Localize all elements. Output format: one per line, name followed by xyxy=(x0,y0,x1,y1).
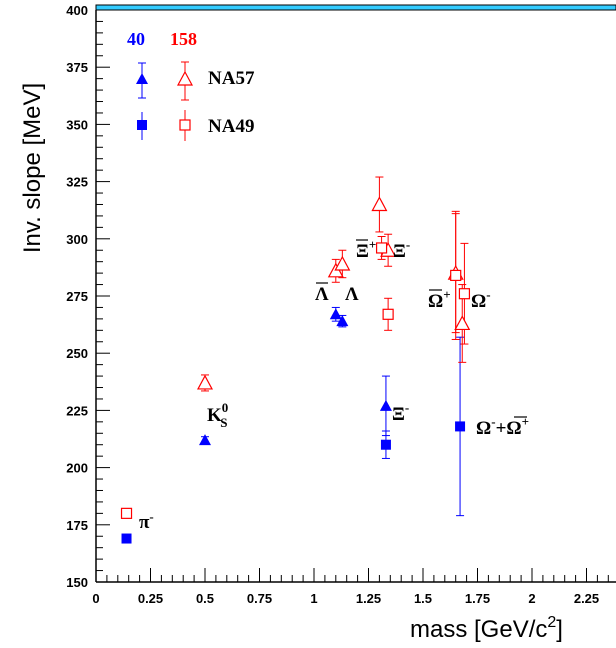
point-na49-158-pi- xyxy=(120,507,133,519)
x-tick-label: 1.75 xyxy=(465,591,490,606)
particle-annotations: π- K0 S Λ Λ Ξ+ Ξ- Ξ- Ω+ Ω- Ω-+Ω+ xyxy=(139,237,529,533)
legend-label-na57: NA57 xyxy=(208,68,255,89)
point-na57-40-lambda xyxy=(329,308,342,320)
point-na57-158-antilambda xyxy=(334,255,351,271)
y-tick-label: 400 xyxy=(66,3,88,18)
data-markers xyxy=(120,196,471,544)
point-na57-158-antiomega- xyxy=(454,315,471,331)
legend-label-na49: NA49 xyxy=(208,116,254,137)
point-na49-158-antixi- xyxy=(382,308,394,320)
y-tick-label: 325 xyxy=(66,175,88,190)
point-na49-40-xi- xyxy=(380,439,391,450)
point-na57-40-k0s xyxy=(199,434,211,446)
annot-antixi: Ξ+ xyxy=(356,237,376,262)
y-axis-title: Inv. slope [MeV] xyxy=(19,83,46,253)
x-tick-label: 0.25 xyxy=(138,591,163,606)
y-tick-label: 150 xyxy=(66,575,88,590)
error-bars xyxy=(201,176,469,517)
point-na49-40-omega-antiomega- xyxy=(455,421,466,432)
annot-lambda: Λ xyxy=(345,284,359,305)
legend: 40 158 NA57 NA49 xyxy=(127,29,255,141)
point-na49-158-xi- xyxy=(375,242,388,254)
axis-ticks xyxy=(95,9,609,583)
y-tick-label: 350 xyxy=(66,117,88,132)
annot-xi: Ξ- xyxy=(393,237,410,262)
axis-tick-labels: 150 175 200 225 250 275 300 325 350 375 400 0 0.25 0.… xyxy=(66,3,599,606)
point-na57-158-k0s xyxy=(196,374,214,390)
annot-antilambda: Λ xyxy=(315,284,329,305)
point-na49-158-omega- xyxy=(450,269,462,282)
legend-marker-158-triangle xyxy=(176,70,194,86)
x-tick-label: 0.75 xyxy=(247,591,272,606)
annot-xi-low: Ξ- xyxy=(392,400,409,425)
x-axis-title: mass [GeV/c2] xyxy=(410,614,563,643)
legend-energy-40: 40 xyxy=(127,29,145,49)
annot-k0s: K0 S xyxy=(207,400,228,430)
legend-marker-40-triangle xyxy=(136,73,148,84)
annot-pion: π- xyxy=(139,509,154,533)
x-tick-label: 0.5 xyxy=(196,591,214,606)
y-tick-label: 250 xyxy=(66,346,88,361)
point-na49-158-antiomega- xyxy=(458,288,471,300)
top-frame-bar xyxy=(95,4,616,11)
y-tick-label: 200 xyxy=(66,461,88,476)
y-tick-label: 275 xyxy=(66,289,88,304)
x-tick-label: 1.5 xyxy=(414,591,432,606)
x-tick-label: 2 xyxy=(528,591,535,606)
point-na57-158-xi- xyxy=(371,196,388,212)
y-tick-label: 175 xyxy=(66,518,88,533)
y-tick-label: 225 xyxy=(66,403,88,418)
legend-marker-40-square xyxy=(137,120,147,130)
x-tick-label: 1.25 xyxy=(356,591,381,606)
x-tick-label: 0 xyxy=(92,591,99,606)
x-tick-label: 1 xyxy=(310,591,317,606)
point-na49-40-pi- xyxy=(121,533,132,544)
legend-energy-158: 158 xyxy=(170,29,197,49)
x-tick-label: 2.25 xyxy=(574,591,599,606)
annot-omega-sum: Ω-+Ω+ xyxy=(476,414,529,439)
point-na57-40-antilambda xyxy=(336,315,349,327)
legend-marker-158-square xyxy=(179,119,191,131)
point-na57-40-xi- xyxy=(379,399,392,411)
y-tick-label: 300 xyxy=(66,232,88,247)
annot-antiomega: Ω+ xyxy=(428,287,451,312)
y-tick-label: 375 xyxy=(66,60,88,75)
annot-omega: Ω- xyxy=(471,287,491,312)
